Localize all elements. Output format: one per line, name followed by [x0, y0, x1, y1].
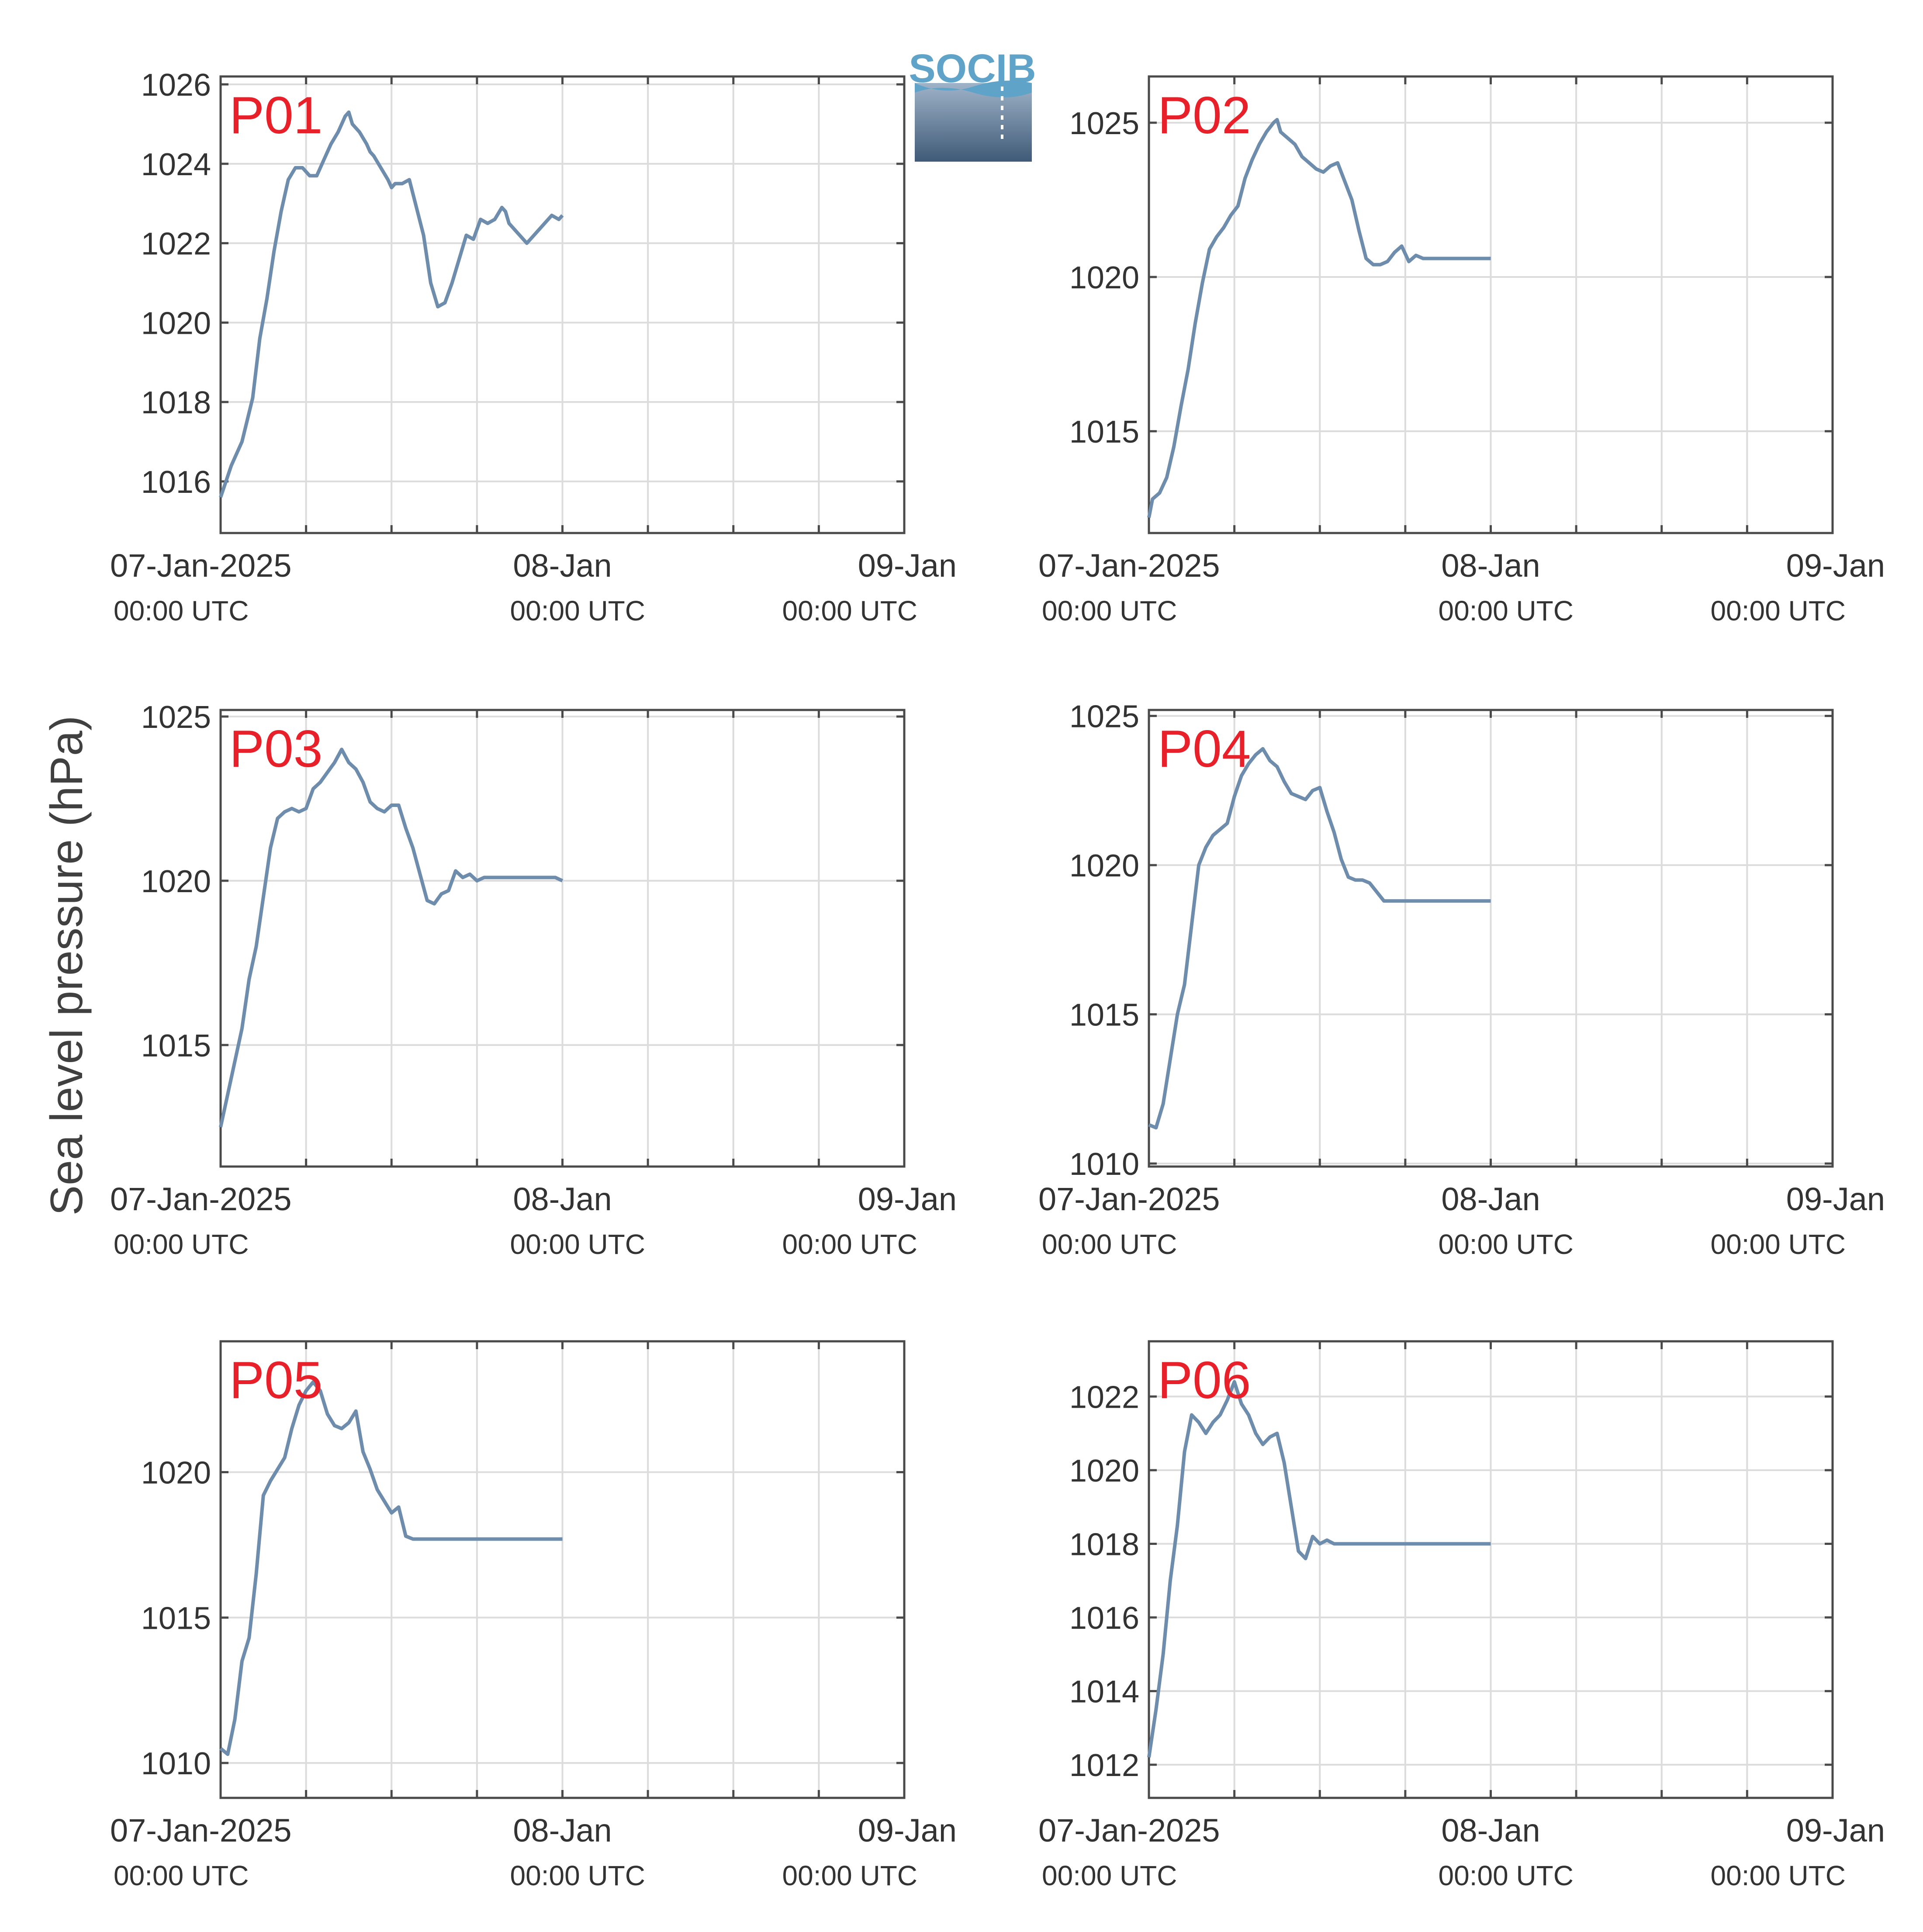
- x-tick-sublabel: 00:00 UTC: [1711, 595, 1846, 627]
- x-tick-sublabel: 00:00 UTC: [114, 1229, 249, 1260]
- y-tick-label: 1018: [1069, 1527, 1139, 1562]
- panel-label: P02: [1158, 86, 1251, 145]
- y-tick-label: 1020: [1069, 260, 1139, 295]
- x-tick-label: 09-Jan: [858, 1812, 957, 1849]
- y-tick-label: 1022: [141, 227, 211, 262]
- x-tick-sublabel: 00:00 UTC: [1439, 1860, 1574, 1891]
- y-axis-label: Sea level pressure (hPa): [42, 716, 92, 1216]
- x-tick-sublabel: 00:00 UTC: [1042, 1860, 1177, 1891]
- x-tick-label: 07-Jan-2025: [1038, 547, 1220, 584]
- x-tick-label: 09-Jan: [1786, 1812, 1885, 1849]
- y-tick-label: 1018: [141, 385, 211, 420]
- y-tick-label: 1015: [141, 1028, 211, 1063]
- x-tick-label: 08-Jan: [513, 1812, 612, 1849]
- x-tick-label: 07-Jan-2025: [1038, 1181, 1220, 1217]
- x-tick-label: 08-Jan: [513, 1181, 612, 1217]
- y-tick-label: 1026: [141, 68, 211, 103]
- chart-panel-p06: 1012 1014 1016 1018 1020 1022 07-Jan-2025 00:00…: [1038, 1340, 1885, 1891]
- x-tick-label: 07-Jan-2025: [110, 1812, 292, 1849]
- y-tick-label: 1020: [141, 1456, 211, 1491]
- x-tick-sublabel: 00:00 UTC: [510, 1860, 645, 1891]
- x-tick-label: 09-Jan: [858, 547, 957, 584]
- panel-label: P03: [229, 720, 323, 778]
- y-tick-label: 1024: [141, 147, 211, 182]
- x-tick-label: 09-Jan: [1786, 547, 1885, 584]
- pressure-series-line: [219, 748, 564, 1128]
- x-tick-sublabel: 00:00 UTC: [782, 1860, 917, 1891]
- x-tick-label: 07-Jan-2025: [1038, 1812, 1220, 1849]
- panel-label: P06: [1158, 1351, 1251, 1409]
- x-tick-label: 07-Jan-2025: [110, 1181, 292, 1217]
- panel-label: P01: [229, 86, 323, 145]
- y-tick-label: 1025: [1069, 106, 1139, 141]
- pressure-series-line: [1147, 1380, 1491, 1758]
- y-tick-label: 1022: [1069, 1380, 1139, 1415]
- y-tick-label: 1012: [1069, 1748, 1139, 1783]
- x-tick-sublabel: 00:00 UTC: [1042, 1229, 1177, 1260]
- chart-panel-p04: 1010 1015 1020 1025 07-Jan-2025 00:00 UTC 08-J…: [1038, 699, 1885, 1260]
- x-tick-sublabel: 00:00 UTC: [1439, 1229, 1574, 1260]
- pressure-series-line: [219, 1380, 563, 1756]
- x-tick-sublabel: 00:00 UTC: [114, 1860, 249, 1891]
- y-tick-label: 1016: [1069, 1601, 1139, 1636]
- x-tick-sublabel: 00:00 UTC: [1711, 1229, 1846, 1260]
- x-tick-sublabel: 00:00 UTC: [1042, 595, 1177, 627]
- pressure-series-line: [1148, 747, 1491, 1130]
- x-tick-sublabel: 00:00 UTC: [510, 595, 645, 627]
- x-tick-sublabel: 00:00 UTC: [510, 1229, 645, 1260]
- x-tick-label: 08-Jan: [1441, 547, 1540, 584]
- y-tick-label: 1015: [1069, 415, 1139, 450]
- socib-logo-wave: [915, 80, 1032, 97]
- panels-group: 1016 1018 1020 1022 1024 1026 07-Jan-2025 00:00…: [110, 68, 1885, 1891]
- y-tick-label: 1010: [1069, 1147, 1139, 1182]
- x-tick-label: 09-Jan: [1786, 1181, 1885, 1217]
- x-tick-sublabel: 00:00 UTC: [1711, 1860, 1846, 1891]
- y-tick-label: 1025: [141, 700, 211, 735]
- y-tick-label: 1015: [141, 1601, 211, 1636]
- x-tick-sublabel: 00:00 UTC: [782, 595, 917, 627]
- y-tick-label: 1020: [141, 864, 211, 899]
- y-tick-label: 1016: [141, 465, 211, 500]
- chart-panel-p05: 1010 1015 1020 07-Jan-2025 00:00 UTC 08-Jan 00…: [110, 1340, 957, 1891]
- x-tick-label: 08-Jan: [513, 547, 612, 584]
- chart-panel-p02: 1015 1020 1025 07-Jan-2025 00:00 UTC 08-Jan 00…: [1038, 75, 1885, 627]
- x-tick-label: 09-Jan: [858, 1181, 957, 1217]
- x-tick-label: 08-Jan: [1441, 1181, 1540, 1217]
- y-tick-label: 1020: [1069, 1454, 1139, 1489]
- x-tick-label: 08-Jan: [1441, 1812, 1540, 1849]
- y-tick-label: 1014: [1069, 1675, 1139, 1710]
- x-tick-sublabel: 00:00 UTC: [1439, 595, 1574, 627]
- panel-label: P05: [229, 1351, 323, 1409]
- chart-panel-p03: 1015 1020 1025 07-Jan-2025 00:00 UTC 08-Jan 00…: [110, 700, 957, 1260]
- y-tick-label: 1020: [141, 306, 211, 341]
- x-tick-sublabel: 00:00 UTC: [114, 595, 249, 627]
- chart-panel-p01: 1016 1018 1020 1022 1024 1026 07-Jan-2025 00:00…: [110, 68, 957, 627]
- pressure-series-line: [219, 110, 564, 498]
- panel-label: P04: [1158, 720, 1251, 778]
- y-tick-label: 1020: [1069, 848, 1139, 883]
- y-tick-label: 1015: [1069, 998, 1139, 1033]
- socib-logo: SOCIB: [909, 46, 1036, 162]
- pressure-series-line: [1147, 118, 1491, 518]
- x-tick-label: 07-Jan-2025: [110, 547, 292, 584]
- y-tick-label: 1010: [141, 1746, 211, 1781]
- y-tick-label: 1025: [1069, 699, 1139, 734]
- x-tick-sublabel: 00:00 UTC: [782, 1229, 917, 1260]
